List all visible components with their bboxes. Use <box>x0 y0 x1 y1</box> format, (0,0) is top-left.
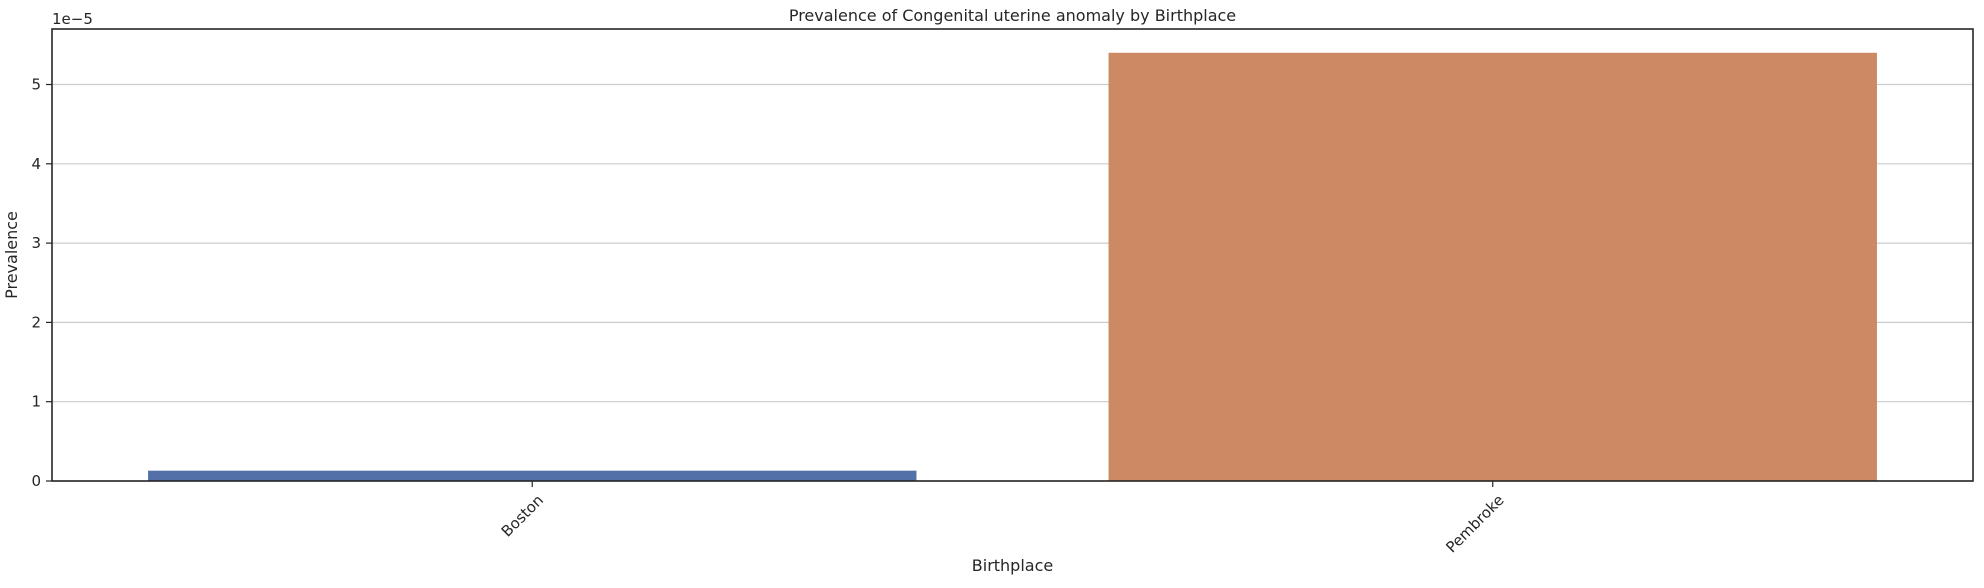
x-tick-label: Pembroke <box>1442 491 1507 556</box>
bars <box>148 52 1877 481</box>
y-tick-label: 5 <box>31 76 41 94</box>
y-tick-label: 2 <box>31 313 41 331</box>
bar-boston <box>148 470 917 481</box>
x-axis-label: Birthplace <box>972 556 1053 575</box>
x-tick-label: Boston <box>498 491 547 540</box>
y-tick-label: 1 <box>31 393 41 411</box>
x-axis-ticks: Boston Pembroke <box>498 481 1508 556</box>
bar-pembroke <box>1108 52 1877 481</box>
chart-title: Prevalence of Congenital uterine anomaly… <box>789 6 1236 25</box>
plot-frame <box>51 28 1974 482</box>
y-axis-label: Prevalence <box>2 211 21 299</box>
y-axis-ticks: 0 1 2 3 4 5 <box>31 76 52 490</box>
y-tick-label: 0 <box>31 472 41 490</box>
y-tick-label: 3 <box>31 234 41 252</box>
y-tick-label: 4 <box>31 155 41 173</box>
y-axis-scale-label: 1e−5 <box>52 10 93 28</box>
